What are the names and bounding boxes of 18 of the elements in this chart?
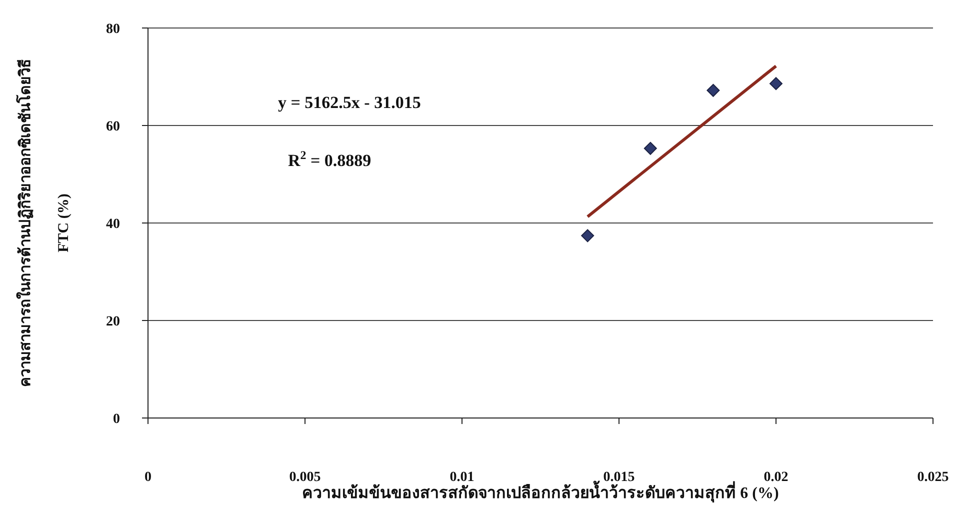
- x-tick-label: 0.015: [603, 470, 635, 485]
- point: [644, 142, 657, 155]
- x-tick-label: 0.005: [289, 470, 321, 485]
- x-tick-label: 0.02: [764, 470, 788, 485]
- annotation: y = 5162.5x - 31.015: [278, 93, 421, 112]
- point: [770, 77, 782, 90]
- y-tick-label: 60: [106, 119, 120, 134]
- y-tick-label: 0: [113, 412, 120, 427]
- point: [581, 229, 594, 242]
- y-tick-label: 40: [106, 216, 120, 232]
- x-tick-label: 0.01: [450, 470, 474, 485]
- x-tick-label: 0: [144, 470, 152, 485]
- annotation: R$^{2}$ = 0.8889: [288, 148, 372, 170]
- x-tick-label: 0.025: [917, 470, 949, 485]
- point: [706, 84, 720, 97]
- y-tick-label: 20: [106, 314, 120, 330]
- text: ความสามารถในการต้านปฏิกิริยาออกซิเดชันโดยวิธี FTC (%): [18, 59, 72, 387]
- y-tick-label: 80: [106, 22, 120, 37]
